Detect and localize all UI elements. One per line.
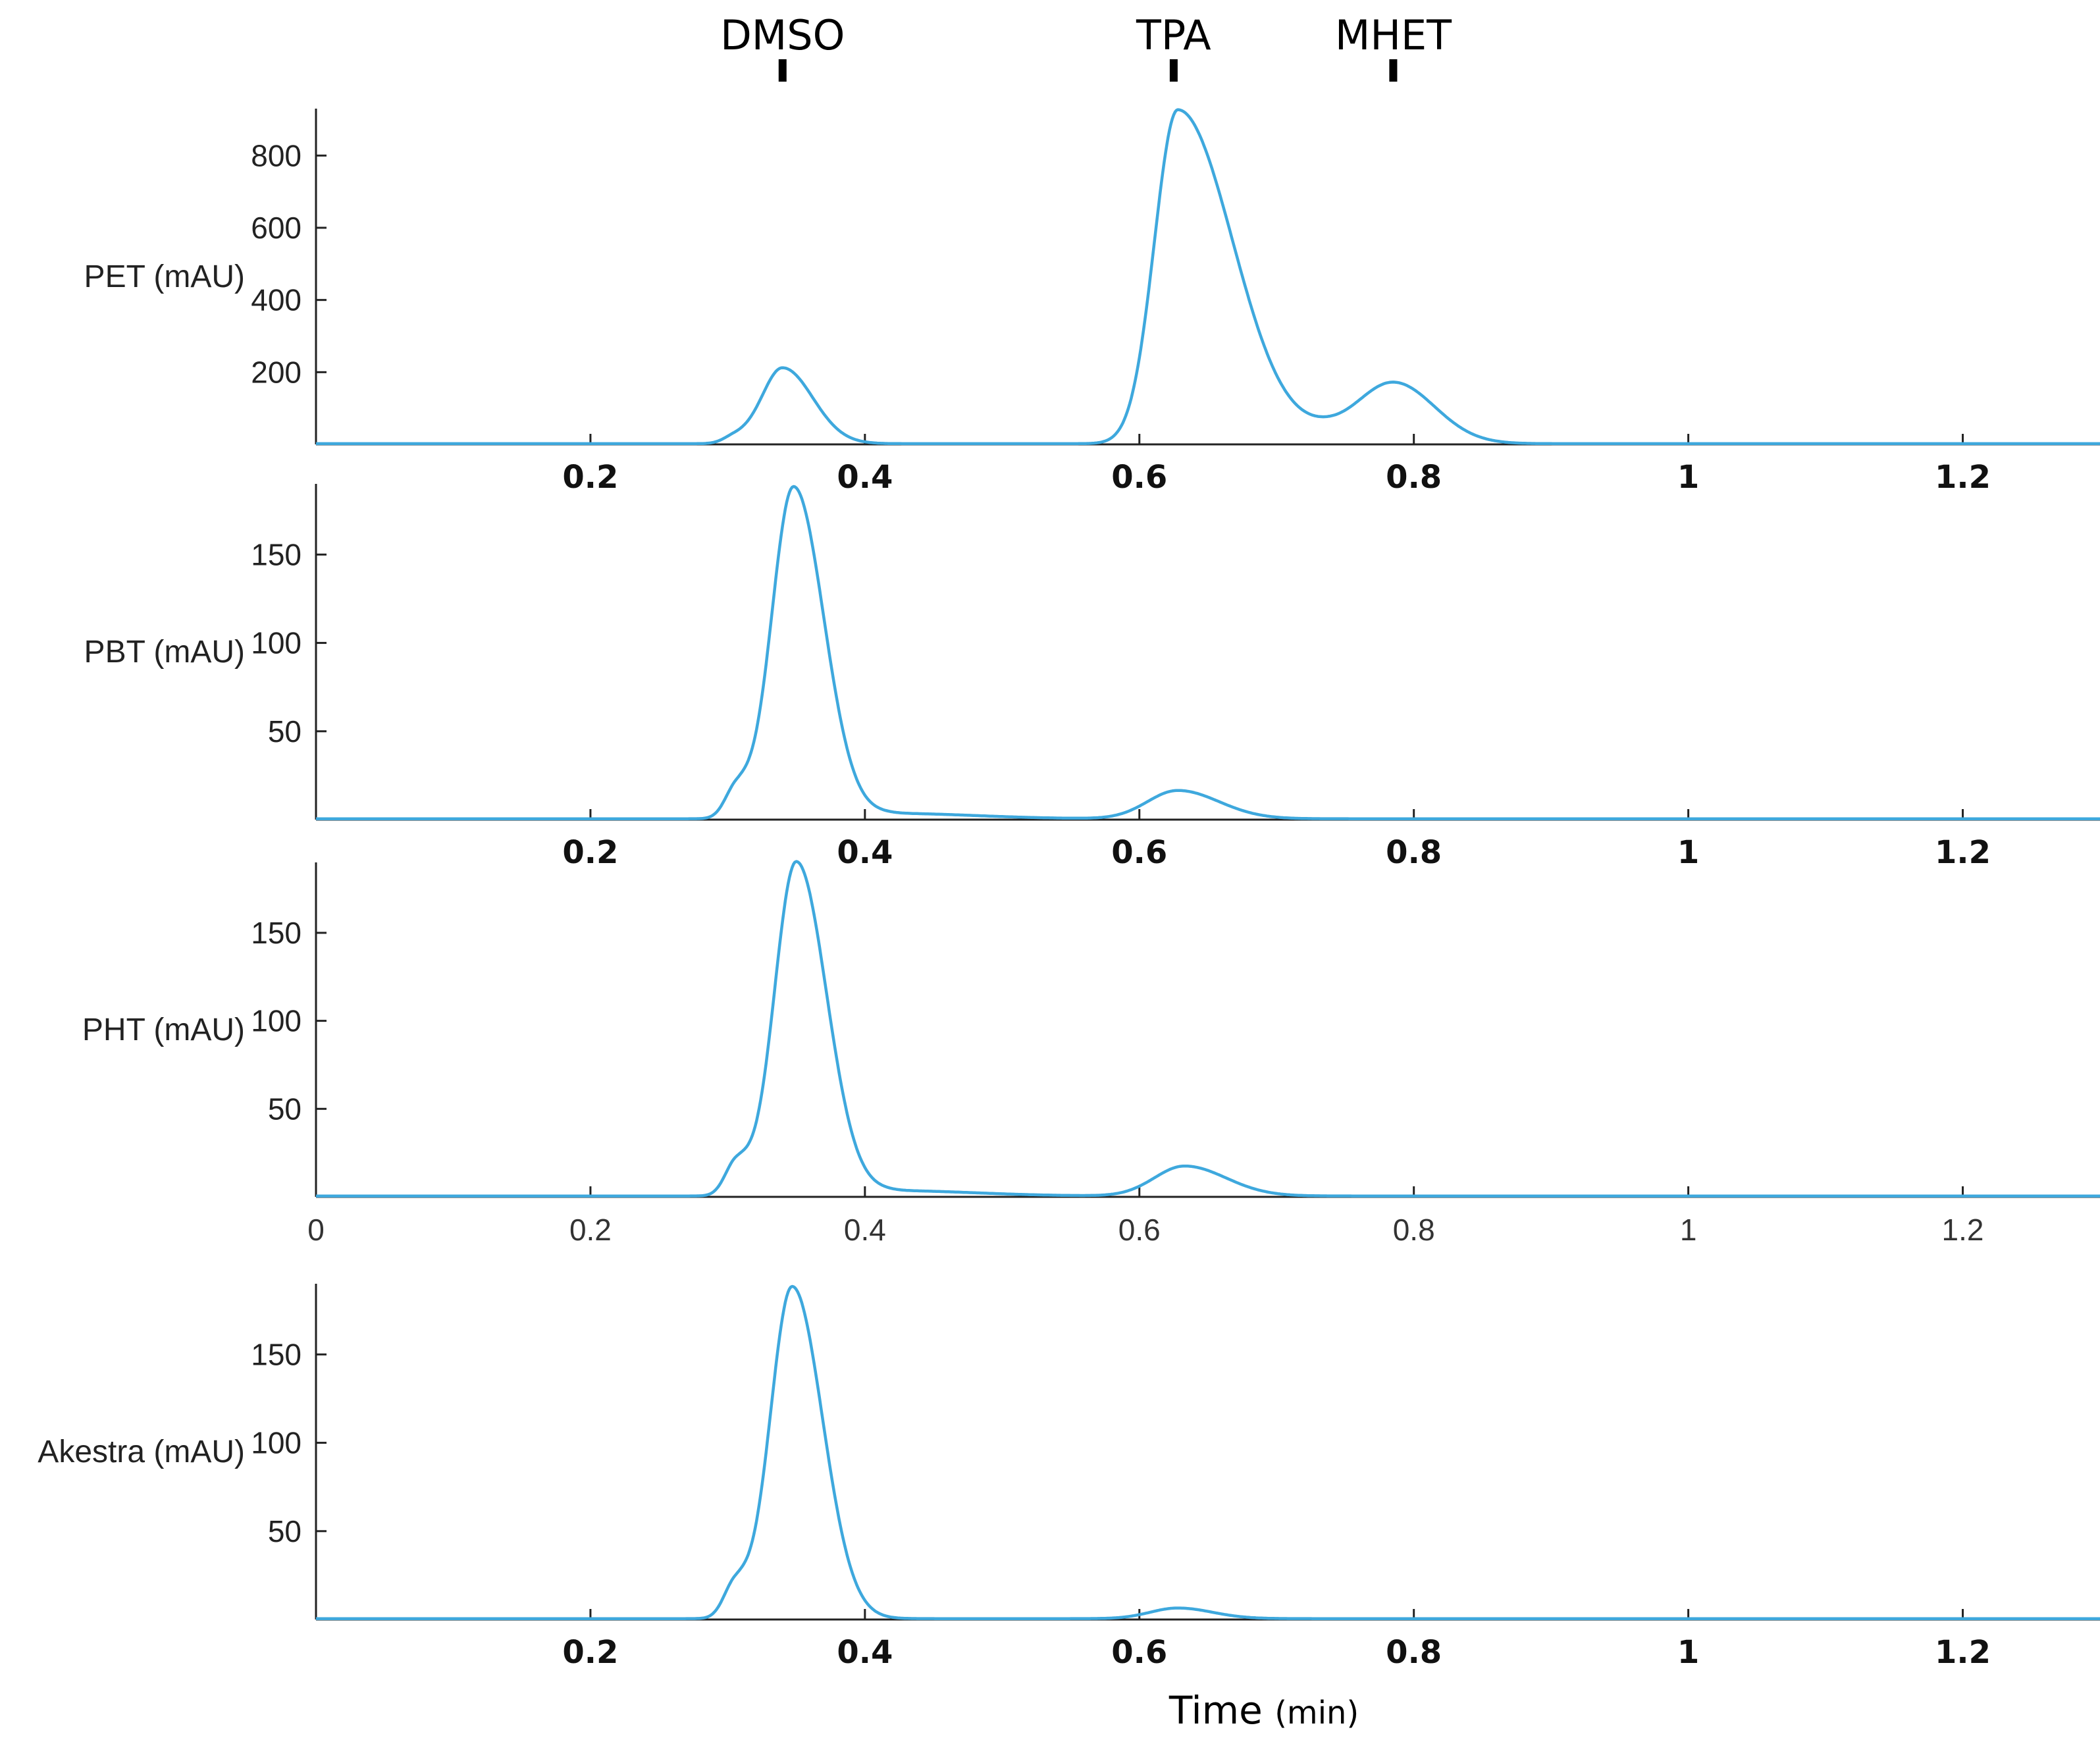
y-axis-label-pet: PET (mAU) xyxy=(84,259,245,294)
chromatogram-panels: 200 400 600 800 PET (mAU) 0.2 0.4 0.6 0.8 1 1.2 50 1… xyxy=(38,108,2100,1671)
x-tick-label: 0.2 xyxy=(562,834,618,871)
y-tick-label: 100 xyxy=(251,626,302,660)
marker-tick-mhet xyxy=(1389,59,1398,82)
x-tick-label: 0.6 xyxy=(1111,459,1167,496)
marker-tick-dmso xyxy=(778,59,787,82)
y-tick-label: 50 xyxy=(268,1092,302,1126)
y-tick-label: 50 xyxy=(268,714,302,749)
y-tick-label: 150 xyxy=(251,916,302,950)
peak-markers: DMSO TPA MHET xyxy=(720,11,1452,82)
x-tick-label: 0.8 xyxy=(1386,834,1442,871)
y-tick-label: 50 xyxy=(268,1514,302,1548)
x-tick-label: 1 xyxy=(1677,459,1699,496)
x-tick-label: 1 xyxy=(1677,834,1699,871)
y-tick-label: 200 xyxy=(251,355,302,389)
x-tick-label: 1 xyxy=(1680,1213,1697,1247)
panel-akestra: 50 100 150 Akestra (mAU) 0.2 0.4 0.6 0.8 1 1.2 xyxy=(38,1284,2100,1671)
x-tick-label: 1.2 xyxy=(1935,1634,1991,1671)
marker-label-mhet: MHET xyxy=(1335,11,1452,59)
trace-pht xyxy=(315,860,2100,1198)
x-tick-label: 0.6 xyxy=(1111,1634,1167,1671)
y-tick-label: 400 xyxy=(251,283,302,317)
x-tick-label: 0.8 xyxy=(1386,459,1442,496)
y-tick-label: 150 xyxy=(251,1337,302,1371)
x-tick-label: 0.4 xyxy=(837,1634,893,1671)
panel-pet: 200 400 600 800 PET (mAU) 0.2 0.4 0.6 0.8 1 1.2 xyxy=(84,108,2100,496)
trace-akestra xyxy=(315,1284,2100,1620)
marker-label-tpa: TPA xyxy=(1136,11,1211,59)
x-tick-label: 1 xyxy=(1677,1634,1699,1671)
x-tick-label: 0.2 xyxy=(562,1634,618,1671)
x-tick-label: 0.4 xyxy=(837,459,893,496)
x-tick-label: 0.2 xyxy=(569,1213,612,1247)
x-axis-label-main: Time xyxy=(1168,1688,1263,1733)
panel-pht: 50 100 150 PHT (mAU) 0 0.2 0.4 0.6 0.8 1 1.2 xyxy=(82,860,2100,1247)
trace-pet xyxy=(315,108,2100,446)
y-tick-label: 600 xyxy=(251,211,302,245)
x-axis-label-unit: (min) xyxy=(1274,1695,1359,1731)
x-tick-label: 1.2 xyxy=(1935,834,1991,871)
y-tick-label: 800 xyxy=(251,138,302,172)
y-tick-label: 150 xyxy=(251,537,302,571)
x-tick-label: 0.8 xyxy=(1386,1634,1442,1671)
x-tick-label: 0 xyxy=(307,1213,325,1247)
trace-pbt xyxy=(315,485,2100,820)
x-tick-label: 0.8 xyxy=(1393,1213,1435,1247)
x-tick-label: 0.4 xyxy=(844,1213,886,1247)
y-tick-label: 100 xyxy=(251,1426,302,1460)
y-tick-label: 100 xyxy=(251,1004,302,1038)
x-tick-label: 0.6 xyxy=(1118,1213,1161,1247)
x-tick-label: 0.6 xyxy=(1111,834,1167,871)
panel-pbt: 50 100 150 PBT (mAU) 0.2 0.4 0.6 0.8 1 1.2 xyxy=(84,484,2100,871)
x-tick-label: 0.2 xyxy=(562,459,618,496)
y-axis-label-pht: PHT (mAU) xyxy=(82,1013,245,1047)
x-tick-label: 1.2 xyxy=(1935,459,1991,496)
x-axis-label: Time (min) xyxy=(1168,1688,1359,1733)
y-axis-label-pbt: PBT (mAU) xyxy=(84,635,245,670)
marker-tick-tpa xyxy=(1169,59,1178,82)
x-tick-label: 0.4 xyxy=(837,834,893,871)
x-tick-label: 1.2 xyxy=(1942,1213,1984,1247)
y-axis-label-akestra: Akestra (mAU) xyxy=(38,1435,245,1469)
marker-label-dmso: DMSO xyxy=(720,11,845,59)
